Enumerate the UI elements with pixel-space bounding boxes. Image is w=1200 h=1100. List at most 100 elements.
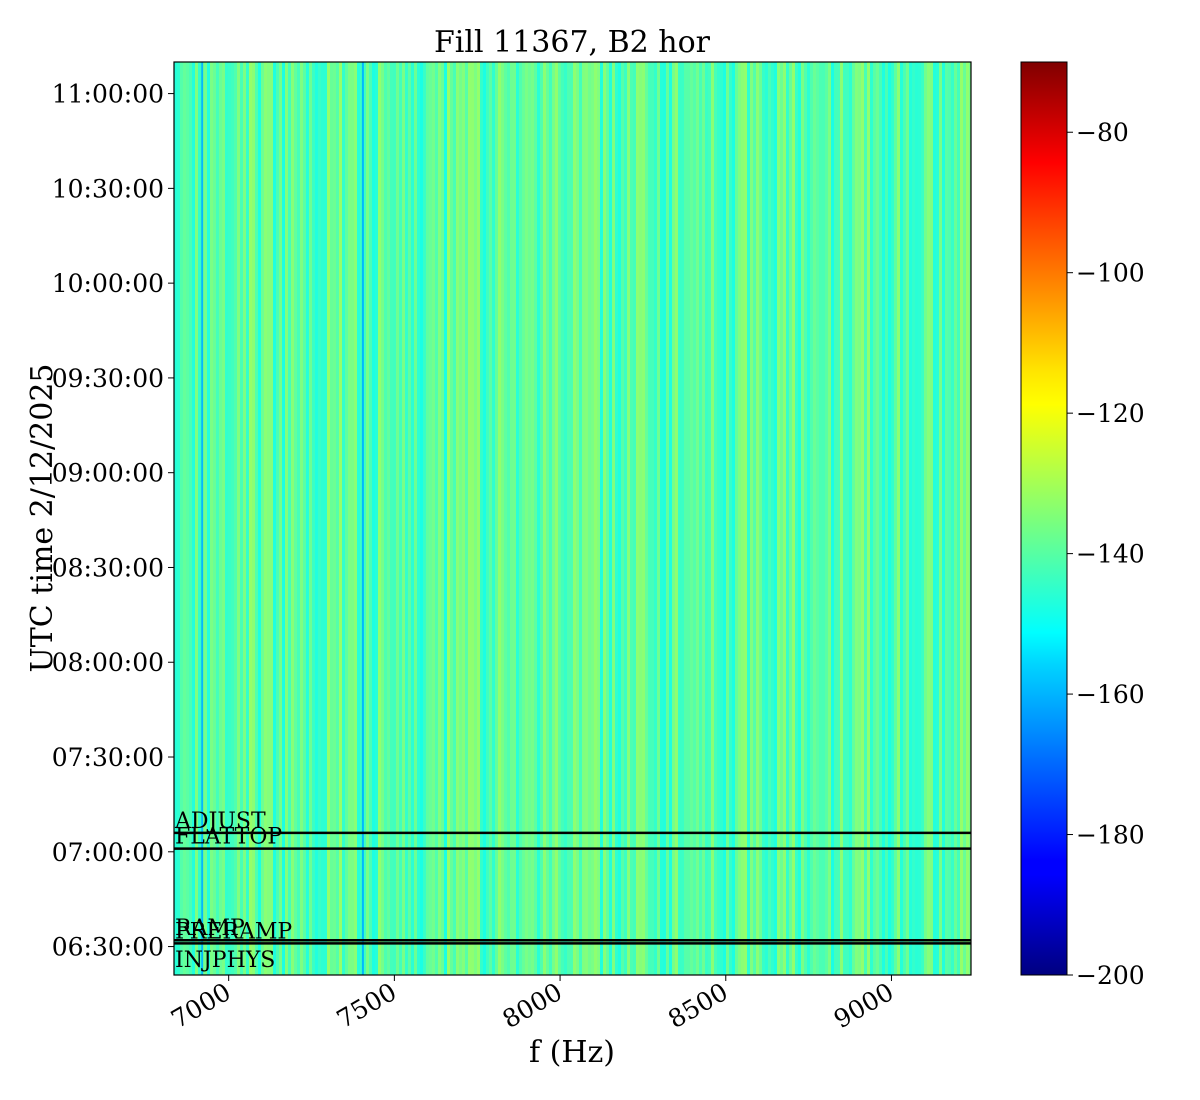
heatmap-column <box>840 62 843 975</box>
x-axis-label: f (Hz) <box>529 1035 615 1070</box>
heatmap-column <box>237 62 240 975</box>
heatmap-column <box>831 62 834 975</box>
heatmap-column <box>369 62 372 975</box>
heatmap-column <box>606 62 609 975</box>
heatmap-column <box>303 62 306 975</box>
heatmap-column <box>240 62 243 975</box>
heatmap-column <box>261 62 264 975</box>
heatmap-column <box>441 62 444 975</box>
heatmap-column <box>819 62 822 975</box>
heatmap-column <box>339 62 342 975</box>
chart-title: Fill 11367, B2 hor <box>434 25 711 60</box>
heatmap-column <box>564 62 567 975</box>
heatmap-column <box>525 62 528 975</box>
heatmap-column <box>354 62 357 975</box>
heatmap-column <box>741 62 744 975</box>
heatmap-column <box>753 62 756 975</box>
heatmap-column <box>468 62 471 975</box>
heatmap-column <box>822 62 825 975</box>
y-tick-label: 06:30:00 <box>52 933 164 962</box>
heatmap-column <box>771 62 774 975</box>
heatmap-column <box>345 62 348 975</box>
heatmap-column <box>513 62 516 975</box>
heatmap-column <box>915 62 918 975</box>
heatmap-column <box>246 62 249 975</box>
heatmap-column <box>945 62 948 975</box>
colorbar-gradient <box>1020 61 1068 976</box>
heatmap-column <box>408 62 411 975</box>
heatmap-column <box>174 62 177 975</box>
heatmap-column <box>486 62 489 975</box>
heatmap-column <box>624 62 627 975</box>
heatmap-column <box>792 62 795 975</box>
heatmap-column <box>231 62 234 975</box>
heatmap-column <box>648 62 651 975</box>
heatmap-column <box>759 62 762 975</box>
heatmap-column <box>480 62 483 975</box>
heatmap-column <box>276 62 279 975</box>
heatmap-column <box>879 62 882 975</box>
heatmap-column <box>966 62 969 975</box>
heatmap-column <box>552 62 555 975</box>
heatmap-column <box>537 62 540 975</box>
heatmap-column <box>861 62 864 975</box>
heatmap-column <box>699 62 702 975</box>
heatmap-column <box>573 62 576 975</box>
heatmap-column <box>798 62 801 975</box>
heatmap-column <box>450 62 453 975</box>
heatmap-column <box>651 62 654 975</box>
heatmap-column <box>498 62 501 975</box>
heatmap-column <box>249 62 252 975</box>
heatmap-column <box>666 62 669 975</box>
heatmap-column <box>696 62 699 975</box>
heatmap-column <box>282 62 285 975</box>
heatmap-column <box>936 62 939 975</box>
heatmap-column <box>669 62 672 975</box>
heatmap-column <box>312 62 315 975</box>
plot-frame <box>173 61 972 976</box>
y-tick-label: 07:30:00 <box>52 743 164 772</box>
low-power-line <box>201 62 204 975</box>
heatmap-column <box>561 62 564 975</box>
heatmap-column <box>483 62 486 975</box>
heatmap-column <box>918 62 921 975</box>
heatmap-column <box>453 62 456 975</box>
heatmap-column <box>576 62 579 975</box>
beam-mode-label: PRERAMP <box>175 919 292 944</box>
heatmap-column <box>897 62 900 975</box>
heatmap-column <box>603 62 606 975</box>
heatmap-column <box>720 62 723 975</box>
heatmap-column <box>675 62 678 975</box>
heatmap-column <box>834 62 837 975</box>
beam-mode-label: ADJUST <box>174 809 266 834</box>
heatmap-column <box>384 62 387 975</box>
heatmap-column <box>318 62 321 975</box>
heatmap-column <box>888 62 891 975</box>
heatmap-column <box>726 62 729 975</box>
heatmap-column <box>807 62 810 975</box>
colorbar-tick-label: −160 <box>1076 680 1145 709</box>
heatmap-column <box>969 62 971 975</box>
heatmap-column <box>891 62 894 975</box>
heatmap-column <box>630 62 633 975</box>
heatmap-column <box>912 62 915 975</box>
heatmap-column <box>177 62 180 975</box>
heatmap-column <box>294 62 297 975</box>
colorbar-tick-label: −140 <box>1076 540 1145 569</box>
heatmap-column <box>543 62 546 975</box>
heatmap-column <box>813 62 816 975</box>
heatmap-column <box>180 62 183 975</box>
heatmap-column <box>360 62 363 975</box>
heatmap-column <box>195 62 198 975</box>
heatmap-column <box>939 62 942 975</box>
heatmap-column <box>258 62 261 975</box>
heatmap-column <box>849 62 852 975</box>
heatmap-column <box>267 62 270 975</box>
heatmap-column <box>225 62 228 975</box>
heatmap-column <box>555 62 558 975</box>
heatmap-column <box>747 62 750 975</box>
heatmap-column <box>642 62 645 975</box>
heatmap-column <box>702 62 705 975</box>
heatmap-column <box>900 62 903 975</box>
heatmap-column <box>672 62 675 975</box>
